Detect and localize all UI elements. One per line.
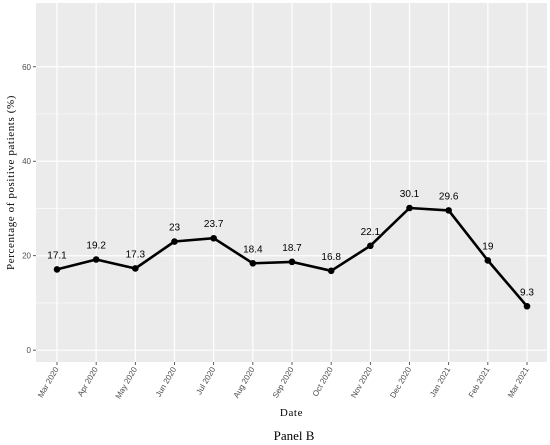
data-label: 16.8: [321, 252, 341, 263]
data-label: 19.2: [86, 240, 106, 251]
x-tick-label: May 2020: [114, 365, 140, 400]
data-point: [445, 207, 452, 214]
x-tick-label: Sep 2020: [271, 365, 296, 400]
data-label: 29.6: [439, 191, 459, 202]
data-point: [132, 265, 139, 272]
x-tick-label: Jul 2020: [194, 365, 217, 396]
data-points: [53, 204, 531, 310]
data-label: 18.7: [282, 243, 302, 254]
y-tick-label: 20: [22, 252, 31, 261]
x-tick-label: Mar 2020: [36, 365, 61, 399]
x-axis-title: Date: [280, 407, 303, 419]
x-tick-label: Apr 2020: [76, 365, 100, 398]
x-tick-label: Aug 2020: [232, 365, 257, 400]
data-point: [92, 256, 100, 263]
data-point: [171, 238, 178, 245]
panel-caption: Panel B: [274, 428, 315, 443]
data-labels: 17.1 19.2 17.3 23 23.7 18.4 18.7 16.8 22.1 30.1 29…: [47, 189, 534, 298]
x-tick-label: Jun 2020: [154, 365, 179, 398]
y-tick-label: 0: [27, 346, 32, 355]
x-tick-label: Oct 2020: [311, 365, 335, 398]
data-point: [53, 266, 61, 273]
x-tick-label: Nov 2020: [349, 365, 374, 400]
x-tick-label: Dec 2020: [388, 365, 413, 400]
y-axis: 0 20 40 60: [22, 63, 36, 355]
data-point: [406, 204, 413, 212]
y-tick-label: 40: [22, 157, 31, 166]
x-tick-label: Feb 2021: [467, 365, 492, 399]
data-label: 30.1: [400, 189, 420, 200]
data-label: 19: [482, 241, 494, 252]
data-label: 17.3: [126, 249, 146, 260]
x-tick-label: Jan 2021: [428, 365, 453, 398]
data-label: 17.1: [47, 250, 67, 261]
data-point: [249, 259, 257, 267]
data-label: 22.1: [361, 227, 381, 238]
data-point: [484, 257, 492, 264]
data-label: 23: [169, 223, 181, 234]
data-label: 9.3: [520, 287, 534, 298]
x-tick-label: Mar 2021: [506, 365, 531, 399]
data-point: [210, 234, 217, 242]
y-tick-label: 60: [22, 63, 31, 72]
data-label: 23.7: [204, 219, 224, 230]
data-point: [288, 258, 296, 266]
grid-major: [36, 3, 547, 362]
data-point: [367, 242, 374, 250]
data-label: 18.4: [243, 244, 263, 255]
data-point: [327, 267, 335, 275]
x-axis: Mar 2020 Apr 2020 May 2020 Jun 2020 Jul 2020…: [36, 362, 531, 400]
data-point: [523, 302, 531, 310]
y-axis-title: Percentage of positive patients (%): [5, 95, 17, 270]
